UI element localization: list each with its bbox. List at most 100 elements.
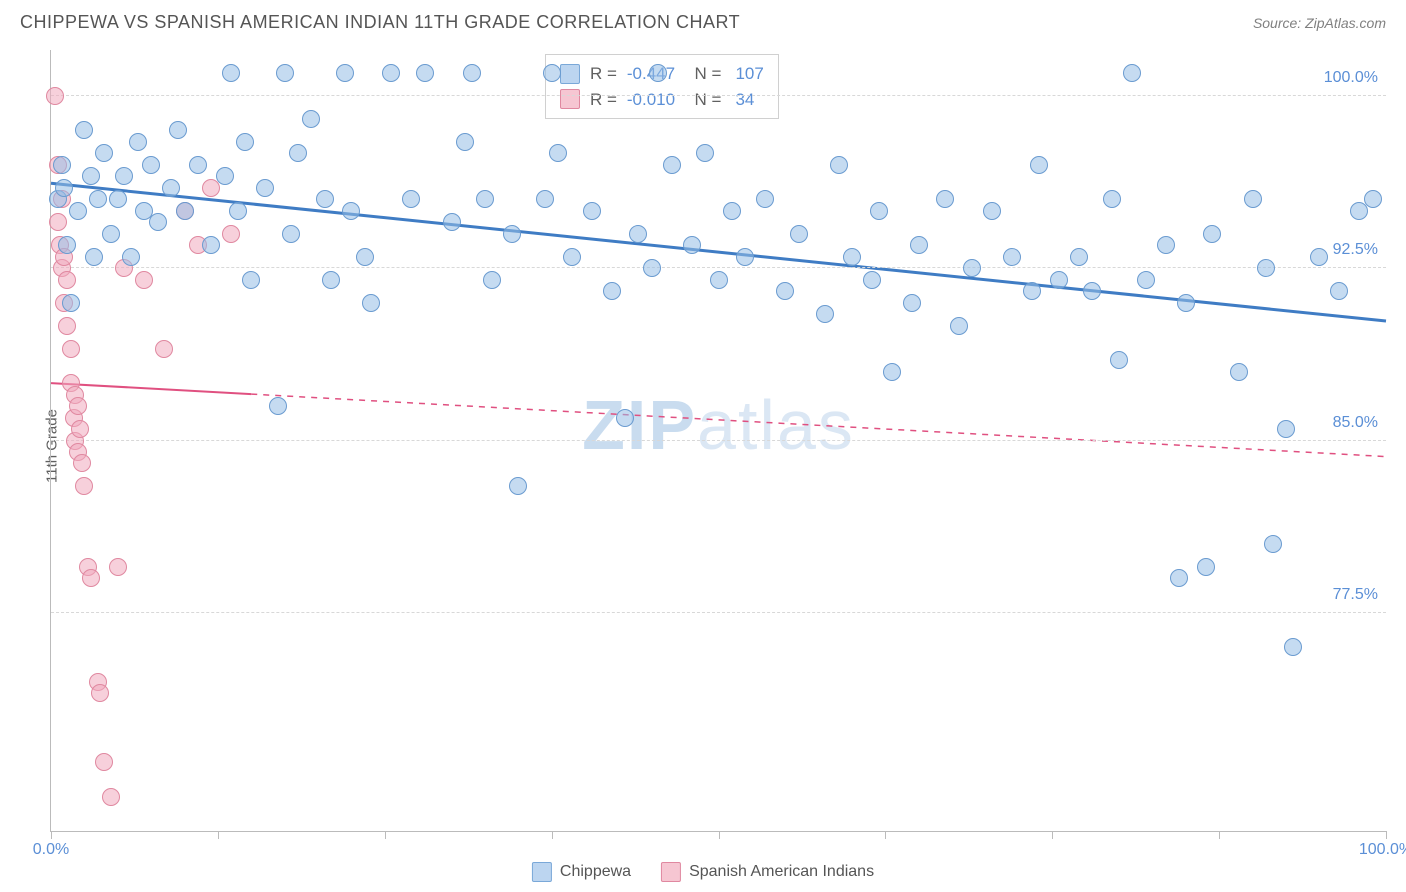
data-point xyxy=(189,156,207,174)
data-point xyxy=(1257,259,1275,277)
data-point xyxy=(53,156,71,174)
data-point xyxy=(936,190,954,208)
data-point xyxy=(102,788,120,806)
x-tick xyxy=(1052,831,1053,839)
data-point xyxy=(58,271,76,289)
data-point xyxy=(1110,351,1128,369)
x-tick xyxy=(218,831,219,839)
data-point xyxy=(62,294,80,312)
data-point xyxy=(242,271,260,289)
trend-lines xyxy=(51,50,1386,831)
data-point xyxy=(1137,271,1155,289)
data-point xyxy=(169,121,187,139)
data-point xyxy=(870,202,888,220)
data-point xyxy=(62,340,80,358)
data-point xyxy=(950,317,968,335)
data-point xyxy=(1277,420,1295,438)
data-point xyxy=(963,259,981,277)
data-point xyxy=(1330,282,1348,300)
data-point xyxy=(236,133,254,151)
data-point xyxy=(1244,190,1262,208)
data-point xyxy=(643,259,661,277)
data-point xyxy=(256,179,274,197)
data-point xyxy=(75,121,93,139)
data-point xyxy=(46,87,64,105)
data-point xyxy=(82,167,100,185)
data-point xyxy=(55,179,73,197)
data-point xyxy=(416,64,434,82)
data-point xyxy=(322,271,340,289)
data-point xyxy=(863,271,881,289)
data-point xyxy=(883,363,901,381)
legend-label: Spanish American Indians xyxy=(689,863,874,881)
gridline xyxy=(51,267,1386,268)
data-point xyxy=(115,167,133,185)
data-point xyxy=(736,248,754,266)
data-point xyxy=(58,317,76,335)
data-point xyxy=(202,236,220,254)
n-value-chippewa: 107 xyxy=(735,61,763,87)
data-point xyxy=(443,213,461,231)
data-point xyxy=(910,236,928,254)
data-point xyxy=(276,64,294,82)
data-point xyxy=(1177,294,1195,312)
data-point xyxy=(1023,282,1041,300)
swatch-blue xyxy=(560,64,580,84)
data-point xyxy=(162,179,180,197)
data-point xyxy=(683,236,701,254)
data-point xyxy=(629,225,647,243)
data-point xyxy=(282,225,300,243)
data-point xyxy=(649,64,667,82)
data-point xyxy=(1264,535,1282,553)
gridline xyxy=(51,612,1386,613)
data-point xyxy=(129,133,147,151)
data-point xyxy=(1003,248,1021,266)
y-tick-label: 77.5% xyxy=(1333,586,1378,604)
data-point xyxy=(135,271,153,289)
x-tick-label: 100.0% xyxy=(1359,841,1406,859)
legend: Chippewa Spanish American Indians xyxy=(532,862,874,882)
data-point xyxy=(1123,64,1141,82)
x-tick xyxy=(885,831,886,839)
data-point xyxy=(58,236,76,254)
data-point xyxy=(1103,190,1121,208)
data-point xyxy=(509,477,527,495)
data-point xyxy=(122,248,140,266)
data-point xyxy=(49,213,67,231)
data-point xyxy=(476,190,494,208)
data-point xyxy=(563,248,581,266)
data-point xyxy=(109,190,127,208)
data-point xyxy=(95,144,113,162)
data-point xyxy=(616,409,634,427)
data-point xyxy=(583,202,601,220)
data-point xyxy=(1230,363,1248,381)
data-point xyxy=(336,64,354,82)
data-point xyxy=(95,753,113,771)
x-tick-label: 0.0% xyxy=(33,841,69,859)
y-tick-label: 100.0% xyxy=(1324,69,1378,87)
n-label: N = xyxy=(685,61,721,87)
source-label: Source: ZipAtlas.com xyxy=(1253,15,1386,31)
chart-title: CHIPPEWA VS SPANISH AMERICAN INDIAN 11TH… xyxy=(20,12,740,33)
data-point xyxy=(269,397,287,415)
data-point xyxy=(1157,236,1175,254)
data-point xyxy=(91,684,109,702)
data-point xyxy=(790,225,808,243)
data-point xyxy=(289,144,307,162)
x-tick xyxy=(385,831,386,839)
data-point xyxy=(222,64,240,82)
data-point xyxy=(142,156,160,174)
data-point xyxy=(456,133,474,151)
data-point xyxy=(463,64,481,82)
r-value-spanish: -0.010 xyxy=(627,87,675,113)
data-point xyxy=(983,202,1001,220)
data-point xyxy=(73,454,91,472)
legend-label: Chippewa xyxy=(560,863,631,881)
data-point xyxy=(69,202,87,220)
swatch-blue xyxy=(532,862,552,882)
data-point xyxy=(71,420,89,438)
data-point xyxy=(756,190,774,208)
n-value-spanish: 34 xyxy=(735,87,754,113)
x-tick xyxy=(552,831,553,839)
data-point xyxy=(1284,638,1302,656)
